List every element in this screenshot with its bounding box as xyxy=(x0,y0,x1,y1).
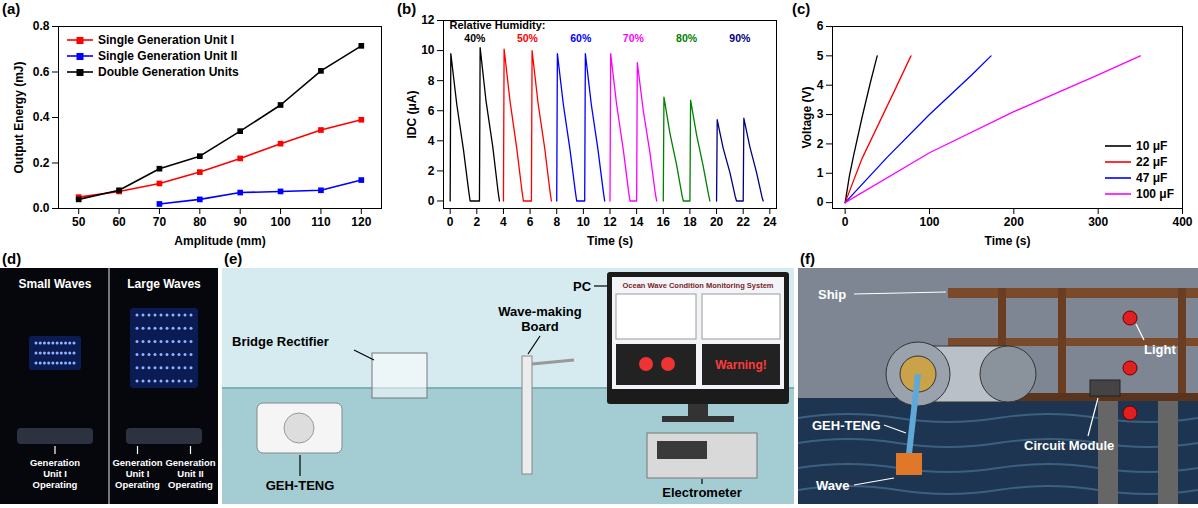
svg-text:Circuit Module: Circuit Module xyxy=(1024,438,1114,453)
svg-text:Operating: Operating xyxy=(168,479,213,490)
svg-text:2: 2 xyxy=(817,137,824,151)
html-text:10 μF: 10 μF xyxy=(1136,139,1168,153)
svg-text:8: 8 xyxy=(553,215,560,229)
svg-text:0.4: 0.4 xyxy=(33,110,50,124)
svg-text:Relative Humidity:: Relative Humidity: xyxy=(450,19,546,31)
svg-text:4: 4 xyxy=(500,215,507,229)
svg-text:40%: 40% xyxy=(464,32,486,44)
svg-text:Operating: Operating xyxy=(115,479,160,490)
html-text:(a): (a) xyxy=(2,0,21,17)
html-text:Single Generation Unit I: Single Generation Unit I xyxy=(98,33,234,47)
svg-text:0: 0 xyxy=(817,195,824,209)
html-text:(e): (e) xyxy=(224,250,243,267)
svg-text:Generation: Generation xyxy=(165,457,215,468)
svg-text:Operating: Operating xyxy=(33,479,78,490)
svg-text:Time (s): Time (s) xyxy=(985,234,1031,248)
svg-text:90: 90 xyxy=(234,215,248,229)
svg-text:100: 100 xyxy=(271,215,291,229)
svg-text:22: 22 xyxy=(737,215,751,229)
svg-text:0: 0 xyxy=(842,215,849,229)
html-text:(d): (d) xyxy=(2,250,22,267)
html-text:Double Generation Units: Double Generation Units xyxy=(98,65,239,79)
svg-text:Voltage (V): Voltage (V) xyxy=(800,87,814,149)
svg-text:12: 12 xyxy=(421,13,435,27)
svg-text:IDC (μA): IDC (μA) xyxy=(405,90,419,138)
svg-text:Unit I: Unit I xyxy=(126,468,150,479)
svg-text:18: 18 xyxy=(683,215,697,229)
svg-text:60%: 60% xyxy=(570,32,592,44)
svg-text:0.0: 0.0 xyxy=(33,201,50,215)
svg-text:8: 8 xyxy=(428,74,435,88)
svg-text:1: 1 xyxy=(817,166,824,180)
svg-text:200: 200 xyxy=(1004,215,1024,229)
svg-text:6: 6 xyxy=(428,104,435,118)
svg-text:Unit II: Unit II xyxy=(177,468,203,479)
svg-text:Generation: Generation xyxy=(30,457,80,468)
svg-text:4: 4 xyxy=(428,134,435,148)
svg-text:3: 3 xyxy=(817,107,824,121)
html-text:Single Generation Unit II: Single Generation Unit II xyxy=(98,49,238,63)
svg-text:5: 5 xyxy=(817,49,824,63)
svg-text:Electrometer: Electrometer xyxy=(662,485,741,500)
svg-text:100: 100 xyxy=(919,215,939,229)
svg-text:6: 6 xyxy=(817,19,824,33)
svg-text:0: 0 xyxy=(447,215,454,229)
svg-text:4: 4 xyxy=(817,78,824,92)
svg-text:0: 0 xyxy=(428,194,435,208)
html-text:(f): (f) xyxy=(800,250,815,267)
svg-text:Wave: Wave xyxy=(816,478,849,493)
svg-text:Time (s): Time (s) xyxy=(587,234,633,248)
svg-text:Unit I: Unit I xyxy=(43,468,67,479)
svg-text:0.8: 0.8 xyxy=(33,19,50,33)
svg-text:10: 10 xyxy=(577,215,591,229)
html-text:(c): (c) xyxy=(792,0,811,17)
svg-text:400: 400 xyxy=(1172,215,1192,229)
svg-text:Ocean Wave Condition Monitorin: Ocean Wave Condition Monitoring System xyxy=(623,281,774,290)
svg-text:70: 70 xyxy=(153,215,167,229)
svg-text:24: 24 xyxy=(763,215,777,229)
svg-text:Board: Board xyxy=(521,319,559,334)
svg-text:PC: PC xyxy=(573,279,592,294)
svg-text:Light: Light xyxy=(1144,342,1176,357)
svg-text:90%: 90% xyxy=(729,32,751,44)
svg-text:Large Waves: Large Waves xyxy=(127,277,201,291)
svg-text:12: 12 xyxy=(603,215,617,229)
svg-text:Output Energy (mJ): Output Energy (mJ) xyxy=(12,61,26,173)
svg-text:80%: 80% xyxy=(676,32,698,44)
svg-text:Bridge Rectifier: Bridge Rectifier xyxy=(232,334,329,349)
svg-text:300: 300 xyxy=(1088,215,1108,229)
svg-text:20: 20 xyxy=(710,215,724,229)
svg-text:Amplitude (mm): Amplitude (mm) xyxy=(174,234,265,248)
svg-text:Warning!: Warning! xyxy=(715,358,767,372)
svg-text:10: 10 xyxy=(421,43,435,57)
html-text:(b): (b) xyxy=(397,0,417,17)
svg-text:GEH-TENG: GEH-TENG xyxy=(266,478,335,493)
svg-text:80: 80 xyxy=(193,215,207,229)
svg-text:110: 110 xyxy=(311,215,331,229)
svg-text:60: 60 xyxy=(112,215,126,229)
svg-text:2: 2 xyxy=(473,215,480,229)
svg-text:70%: 70% xyxy=(623,32,645,44)
svg-text:Generation: Generation xyxy=(112,457,162,468)
svg-text:16: 16 xyxy=(657,215,671,229)
svg-text:0.6: 0.6 xyxy=(33,65,50,79)
svg-text:6: 6 xyxy=(527,215,534,229)
svg-text:2: 2 xyxy=(428,164,435,178)
svg-text:0.2: 0.2 xyxy=(33,156,50,170)
svg-text:Wave-making: Wave-making xyxy=(498,304,581,319)
html-text:100 μF: 100 μF xyxy=(1136,187,1174,201)
svg-text:120: 120 xyxy=(351,215,371,229)
svg-text:50%: 50% xyxy=(517,32,539,44)
html-text:22 μF: 22 μF xyxy=(1136,155,1168,169)
svg-text:14: 14 xyxy=(630,215,644,229)
svg-text:Ship: Ship xyxy=(818,287,846,302)
html-text:47 μF: 47 μF xyxy=(1136,171,1168,185)
svg-text:GEH-TENG: GEH-TENG xyxy=(812,418,881,433)
svg-text:50: 50 xyxy=(72,215,86,229)
svg-text:Small Waves: Small Waves xyxy=(19,277,92,291)
